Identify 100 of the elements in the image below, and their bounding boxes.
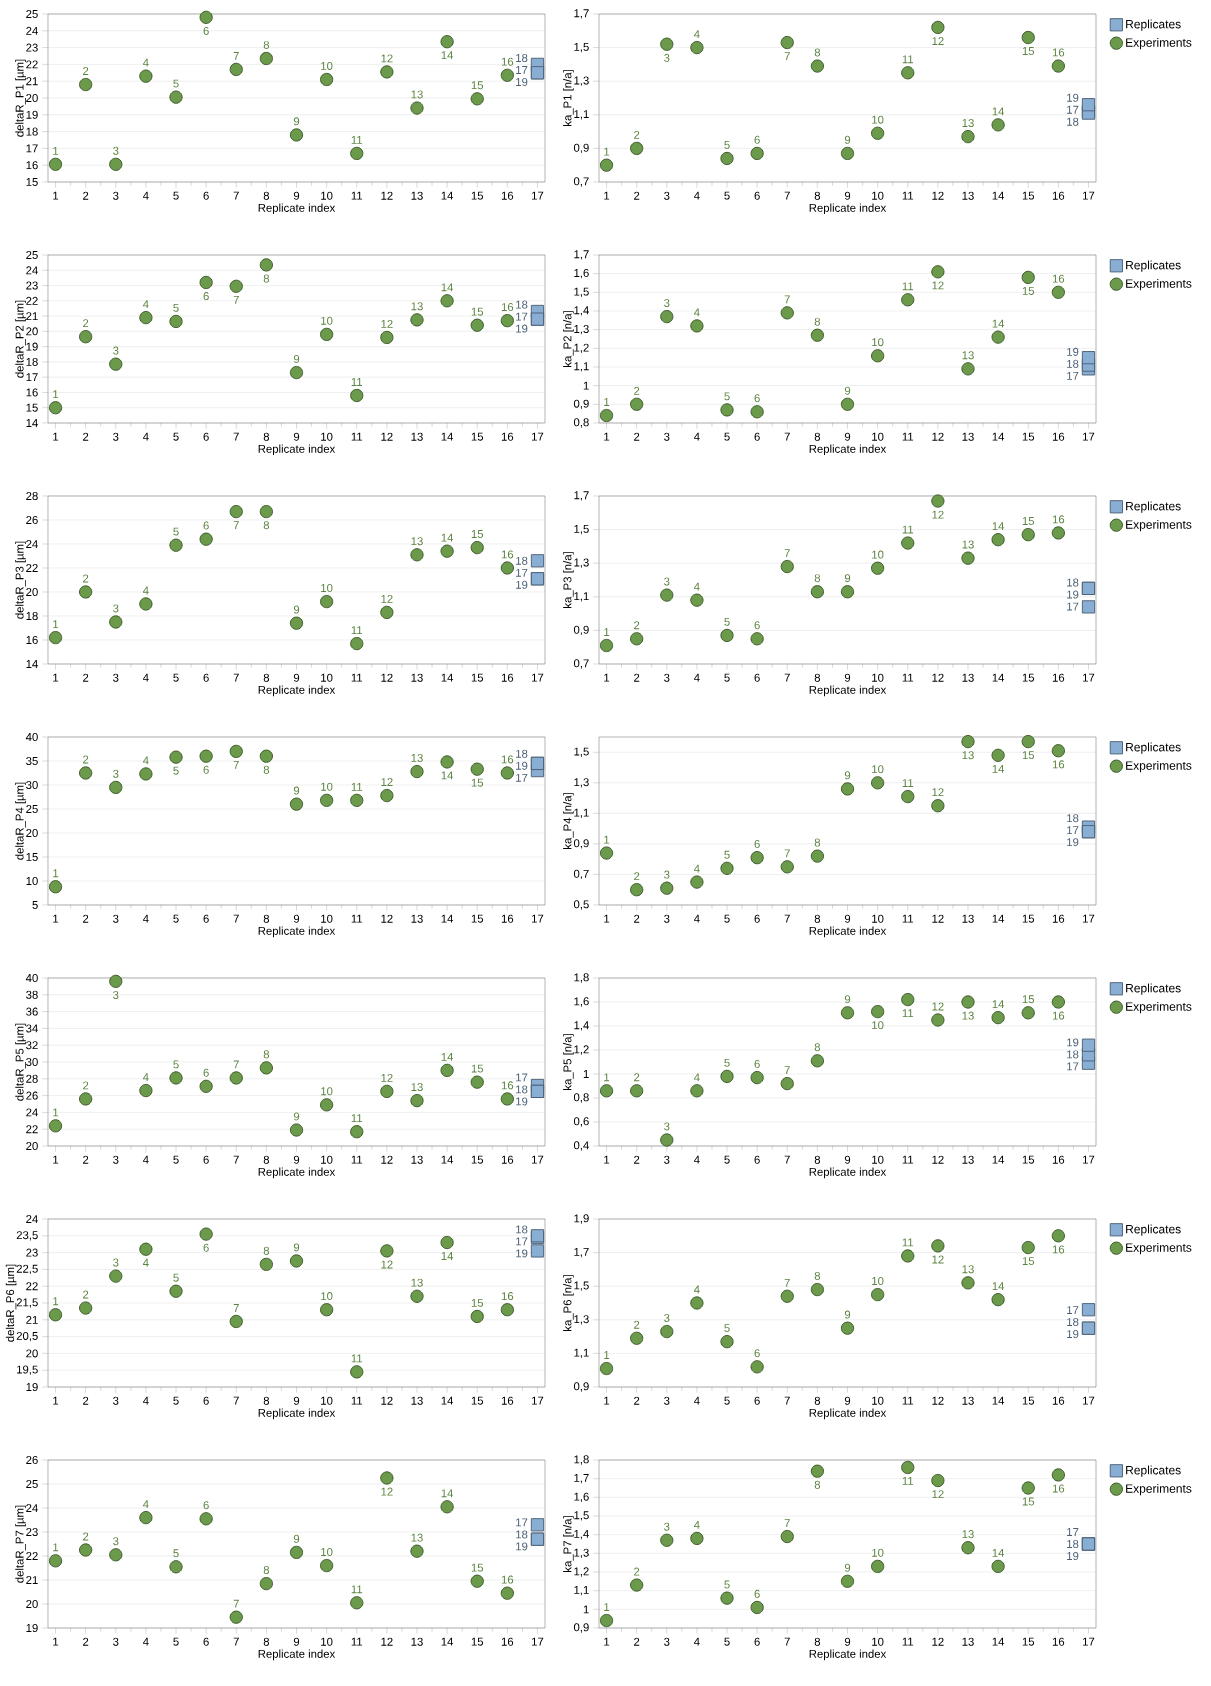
annotation: 9	[844, 574, 851, 583]
annotation: 10	[321, 1547, 333, 1556]
legend-label: Replicates	[1126, 742, 1181, 754]
x-tick-label: 5	[724, 1637, 730, 1646]
x-tick-label: 8	[263, 432, 270, 441]
x-tick-label: 3	[664, 1637, 670, 1646]
annotation: 7	[233, 521, 239, 529]
annotation: 4	[694, 864, 700, 873]
annotation: 9	[293, 1243, 300, 1252]
x-axis-title: Replicate index	[258, 444, 336, 456]
annotation: 4	[694, 1521, 700, 1529]
y-tick-label: 23	[26, 1248, 38, 1257]
x-tick-label: 17	[532, 191, 544, 200]
annotation: 16	[1052, 760, 1065, 769]
x-tick-label: 12	[381, 432, 393, 441]
x-tick-label: 11	[351, 1155, 363, 1164]
x-tick-label: 11	[902, 673, 914, 682]
annotation: 8	[263, 1050, 270, 1059]
y-tick-label: 1,6	[574, 997, 589, 1007]
x-tick-label: 10	[872, 1155, 884, 1164]
x-tick-label: 3	[113, 914, 119, 923]
x-tick-label: 6	[203, 432, 209, 441]
annotation: 9	[844, 386, 851, 395]
annotation: 13	[962, 1011, 974, 1020]
x-tick-label: 3	[113, 432, 119, 441]
x-tick-label: 1	[604, 1637, 610, 1646]
x-tick-label: 11	[902, 432, 914, 441]
annotation: 7	[233, 295, 239, 304]
x-tick-label: 4	[694, 1637, 700, 1646]
x-tick-label: 14	[992, 1396, 1005, 1405]
y-tick-label: 17	[26, 144, 38, 153]
annotation: 17	[516, 66, 528, 74]
y-tick-label: 26	[26, 1091, 38, 1100]
x-tick-label: 12	[932, 1396, 944, 1405]
annotation: 15	[471, 1064, 484, 1073]
annotation: 11	[902, 779, 914, 787]
annotation: 2	[83, 755, 89, 764]
x-tick-label: 14	[441, 1396, 454, 1405]
y-tick-label: 24	[26, 1215, 38, 1223]
y-tick-label: 21	[26, 312, 38, 321]
annotation: 3	[113, 146, 119, 155]
x-tick-label: 17	[1083, 673, 1095, 682]
x-tick-label: 17	[1083, 191, 1095, 200]
x-tick-label: 1	[604, 673, 610, 682]
x-axis-title: Replicate index	[258, 1649, 336, 1661]
y-axis-title: ka_P2 [n/a]	[563, 311, 574, 367]
y-tick-label: 1,8	[574, 1455, 589, 1465]
x-tick-label: 14	[992, 1637, 1005, 1646]
x-axis-title: Replicate index	[809, 1167, 887, 1179]
x-tick-label: 3	[664, 432, 670, 441]
x-tick-label: 16	[1052, 1637, 1065, 1646]
x-axis-title: Replicate index	[258, 926, 336, 938]
x-tick-label: 8	[814, 1155, 821, 1164]
x-tick-label: 6	[754, 1637, 760, 1646]
y-tick-label: 20	[26, 587, 38, 596]
annotation: 5	[724, 392, 730, 401]
y-tick-label: 1,1	[574, 592, 589, 602]
annotation: 3	[113, 346, 119, 355]
annotation: 16	[1052, 515, 1065, 524]
x-tick-label: 2	[634, 1637, 640, 1646]
annotation: 5	[173, 1273, 179, 1282]
y-tick-label: 25	[26, 804, 38, 813]
annotation: 5	[724, 1324, 730, 1333]
x-tick-label: 8	[263, 1396, 270, 1405]
annotation: 3	[113, 769, 119, 778]
annotation: 14	[992, 319, 1005, 328]
legend-label: Replicates	[1126, 983, 1181, 995]
annotation: 9	[293, 354, 300, 363]
x-tick-label: 6	[203, 673, 209, 682]
x-tick-label: 15	[1022, 432, 1035, 441]
x-tick-label: 11	[351, 432, 363, 441]
y-axis-title: ka_P6 [n/a]	[563, 1275, 574, 1331]
y-tick-label: 1,5	[574, 42, 589, 53]
annotation: 1	[53, 1297, 59, 1306]
x-tick-label: 12	[381, 1637, 393, 1646]
x-tick-label: 1	[604, 191, 610, 200]
annotation: 18	[1067, 1318, 1079, 1327]
annotation: 18	[1067, 1540, 1079, 1549]
y-tick-label: 30	[26, 780, 38, 789]
y-tick-label: 0,5	[573, 900, 589, 910]
annotation: 10	[321, 316, 333, 325]
y-tick-label: 18	[26, 127, 38, 136]
x-tick-label: 1	[604, 914, 610, 923]
y-tick-label: 22	[26, 60, 38, 69]
x-tick-label: 6	[754, 1396, 760, 1405]
x-tick-label: 13	[962, 1396, 974, 1405]
x-tick-label: 2	[634, 673, 640, 682]
annotation: 14	[441, 1053, 454, 1061]
y-tick-label: 14	[26, 419, 38, 427]
x-tick-label: 11	[902, 1396, 914, 1405]
annotation: 16	[501, 1081, 514, 1090]
annotation: 15	[1022, 517, 1035, 526]
annotation: 17	[1067, 105, 1079, 114]
x-tick-label: 5	[173, 914, 179, 923]
annotation: 7	[784, 1066, 790, 1074]
x-tick-label: 13	[962, 432, 974, 441]
annotation: 8	[263, 40, 270, 49]
annotation: 15	[471, 307, 484, 316]
x-tick-label: 17	[532, 914, 544, 923]
y-tick-label: 25	[26, 250, 38, 259]
